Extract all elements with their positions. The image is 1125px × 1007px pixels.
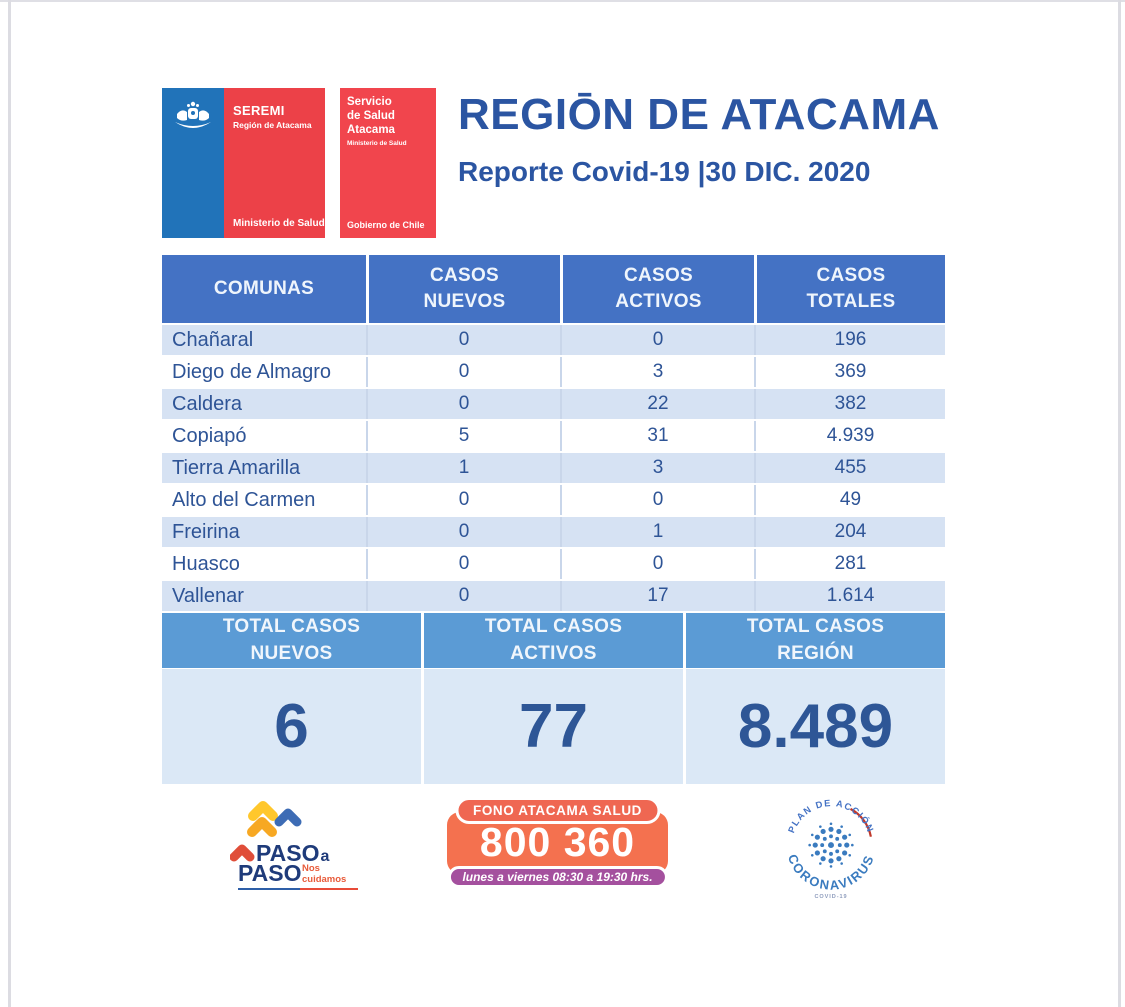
cell-activos: 3 <box>562 453 756 483</box>
cell-totales: 196 <box>756 325 945 355</box>
column-header-casos-nuevos: CASOS NUEVOS <box>369 255 560 323</box>
table-row: Caldera 0 22 382 <box>162 389 945 421</box>
seremi-logo: SEREMI Región de Atacama Ministerio de S… <box>162 88 325 238</box>
cell-comuna: Huasco <box>162 549 368 579</box>
cell-totales: 1.614 <box>756 581 945 611</box>
fono-hours: lunes a viernes 08:30 a 19:30 hrs. <box>447 866 668 888</box>
paso-underline-blue <box>238 888 300 890</box>
cell-nuevos: 0 <box>368 485 562 515</box>
chevron-blue-icon <box>274 808 302 827</box>
cell-totales: 382 <box>756 389 945 419</box>
cell-comuna: Alto del Carmen <box>162 485 368 515</box>
servicio-government: Gobierno de Chile <box>347 220 425 230</box>
table-row: Huasco 0 0 281 <box>162 549 945 581</box>
page-edge-top <box>0 0 1125 2</box>
total-value-nuevos: 6 <box>162 669 421 784</box>
servicio-line1: Servicio <box>347 96 392 108</box>
coronavirus-plan-logo: PLAN DE ACCIÓN CORONAVIRUS COVID-19 <box>785 798 877 900</box>
red-arc <box>849 807 872 837</box>
coronavirus-arc-text: CORONAVIRUS <box>785 852 877 893</box>
cell-activos: 31 <box>562 421 756 451</box>
cases-table: COMUNAS CASOS NUEVOS CASOS ACTIVOS CASOS… <box>162 255 945 784</box>
seremi-logo-region: Región de Atacama <box>233 120 312 130</box>
cell-activos: 22 <box>562 389 756 419</box>
cell-comuna: Caldera <box>162 389 368 419</box>
cell-nuevos: 0 <box>368 517 562 547</box>
paso-word2: PASO <box>238 860 301 886</box>
servicio-line3: Atacama <box>347 123 395 136</box>
table-header-row: COMUNAS CASOS NUEVOS CASOS ACTIVOS CASOS… <box>162 255 945 323</box>
cell-nuevos: 1 <box>368 453 562 483</box>
cell-nuevos: 0 <box>368 389 562 419</box>
seremi-logo-ministry: Ministerio de Salud <box>233 218 325 229</box>
fono-phone-number: 800 360 335 <box>479 819 636 912</box>
cell-totales: 455 <box>756 453 945 483</box>
seremi-logo-blue-panel <box>162 88 224 238</box>
table-row: Vallenar 0 17 1.614 <box>162 581 945 613</box>
table-row: Freirina 0 1 204 <box>162 517 945 549</box>
table-row: Alto del Carmen 0 0 49 <box>162 485 945 517</box>
cell-activos: 0 <box>562 549 756 579</box>
virus-icon <box>808 822 854 868</box>
table-body: Chañaral 0 0 196 Diego de Almagro 0 3 36… <box>162 325 945 613</box>
totals-values-row: 6 77 8.489 <box>162 669 945 784</box>
total-label-nuevos: TOTAL CASOS NUEVOS <box>162 613 421 668</box>
covid19-caption: COVID-19 <box>814 894 847 900</box>
cell-nuevos: 0 <box>368 549 562 579</box>
cell-comuna: Chañaral <box>162 325 368 355</box>
fono-atacama-badge: FONO ATACAMA SALUD 800 360 335 lunes a v… <box>447 797 668 912</box>
cell-comuna: Freirina <box>162 517 368 547</box>
fono-title: FONO ATACAMA SALUD <box>454 797 661 824</box>
page-edge-left <box>8 0 11 1007</box>
table-row: Copiapó 5 31 4.939 <box>162 421 945 453</box>
table-row: Tierra Amarilla 1 3 455 <box>162 453 945 485</box>
chevron-yellow-icon <box>248 801 278 821</box>
seremi-logo-red-panel: SEREMI Región de Atacama Ministerio de S… <box>224 88 325 238</box>
coat-of-arms-icon <box>175 101 211 128</box>
servicio-line2: de Salud <box>347 109 395 122</box>
cell-nuevos: 5 <box>368 421 562 451</box>
paso-tagline1: Nos <box>302 863 320 874</box>
cell-nuevos: 0 <box>368 357 562 387</box>
cell-comuna: Copiapó <box>162 421 368 451</box>
page-edge-right <box>1118 0 1121 1007</box>
page-subtitle: Reporte Covid-19 |30 DIC. 2020 <box>458 156 871 187</box>
cell-comuna: Diego de Almagro <box>162 357 368 387</box>
seremi-logo-title: SEREMI <box>233 103 285 118</box>
servicio-ministry: Ministerio de Salud <box>347 140 407 148</box>
page-title: REGIŌN DE ATACAMA <box>458 90 940 139</box>
total-label-region: TOTAL CASOS REGIÓN <box>686 613 945 668</box>
cell-activos: 1 <box>562 517 756 547</box>
total-value-region: 8.489 <box>686 669 945 784</box>
cell-activos: 17 <box>562 581 756 611</box>
cell-totales: 281 <box>756 549 945 579</box>
chevron-red-icon <box>230 844 255 862</box>
column-header-casos-totales: CASOS TOTALES <box>757 255 945 323</box>
totals-header-row: TOTAL CASOS NUEVOS TOTAL CASOS ACTIVOS T… <box>162 613 945 668</box>
cell-activos: 0 <box>562 325 756 355</box>
servicio-salud-logo: Servicio de Salud Atacama Ministerio de … <box>340 88 436 238</box>
chevron-orange-icon <box>247 817 277 837</box>
cell-activos: 0 <box>562 485 756 515</box>
paso-word1: PASOa <box>256 840 329 866</box>
paso-underline-red <box>300 888 358 890</box>
cell-totales: 204 <box>756 517 945 547</box>
total-value-activos: 77 <box>424 669 683 784</box>
table-row: Chañaral 0 0 196 <box>162 325 945 357</box>
cell-totales: 369 <box>756 357 945 387</box>
cell-comuna: Tierra Amarilla <box>162 453 368 483</box>
column-header-casos-activos: CASOS ACTIVOS <box>563 255 754 323</box>
cell-activos: 3 <box>562 357 756 387</box>
cell-totales: 4.939 <box>756 421 945 451</box>
cell-totales: 49 <box>756 485 945 515</box>
cell-nuevos: 0 <box>368 581 562 611</box>
column-header-comunas: COMUNAS <box>162 255 366 323</box>
paso-a-paso-logo: PASOa PASO Nos cuidamos <box>230 801 358 890</box>
paso-tagline2: cuidamos <box>302 874 346 885</box>
cell-comuna: Vallenar <box>162 581 368 611</box>
cell-nuevos: 0 <box>368 325 562 355</box>
table-row: Diego de Almagro 0 3 369 <box>162 357 945 389</box>
total-label-activos: TOTAL CASOS ACTIVOS <box>424 613 683 668</box>
